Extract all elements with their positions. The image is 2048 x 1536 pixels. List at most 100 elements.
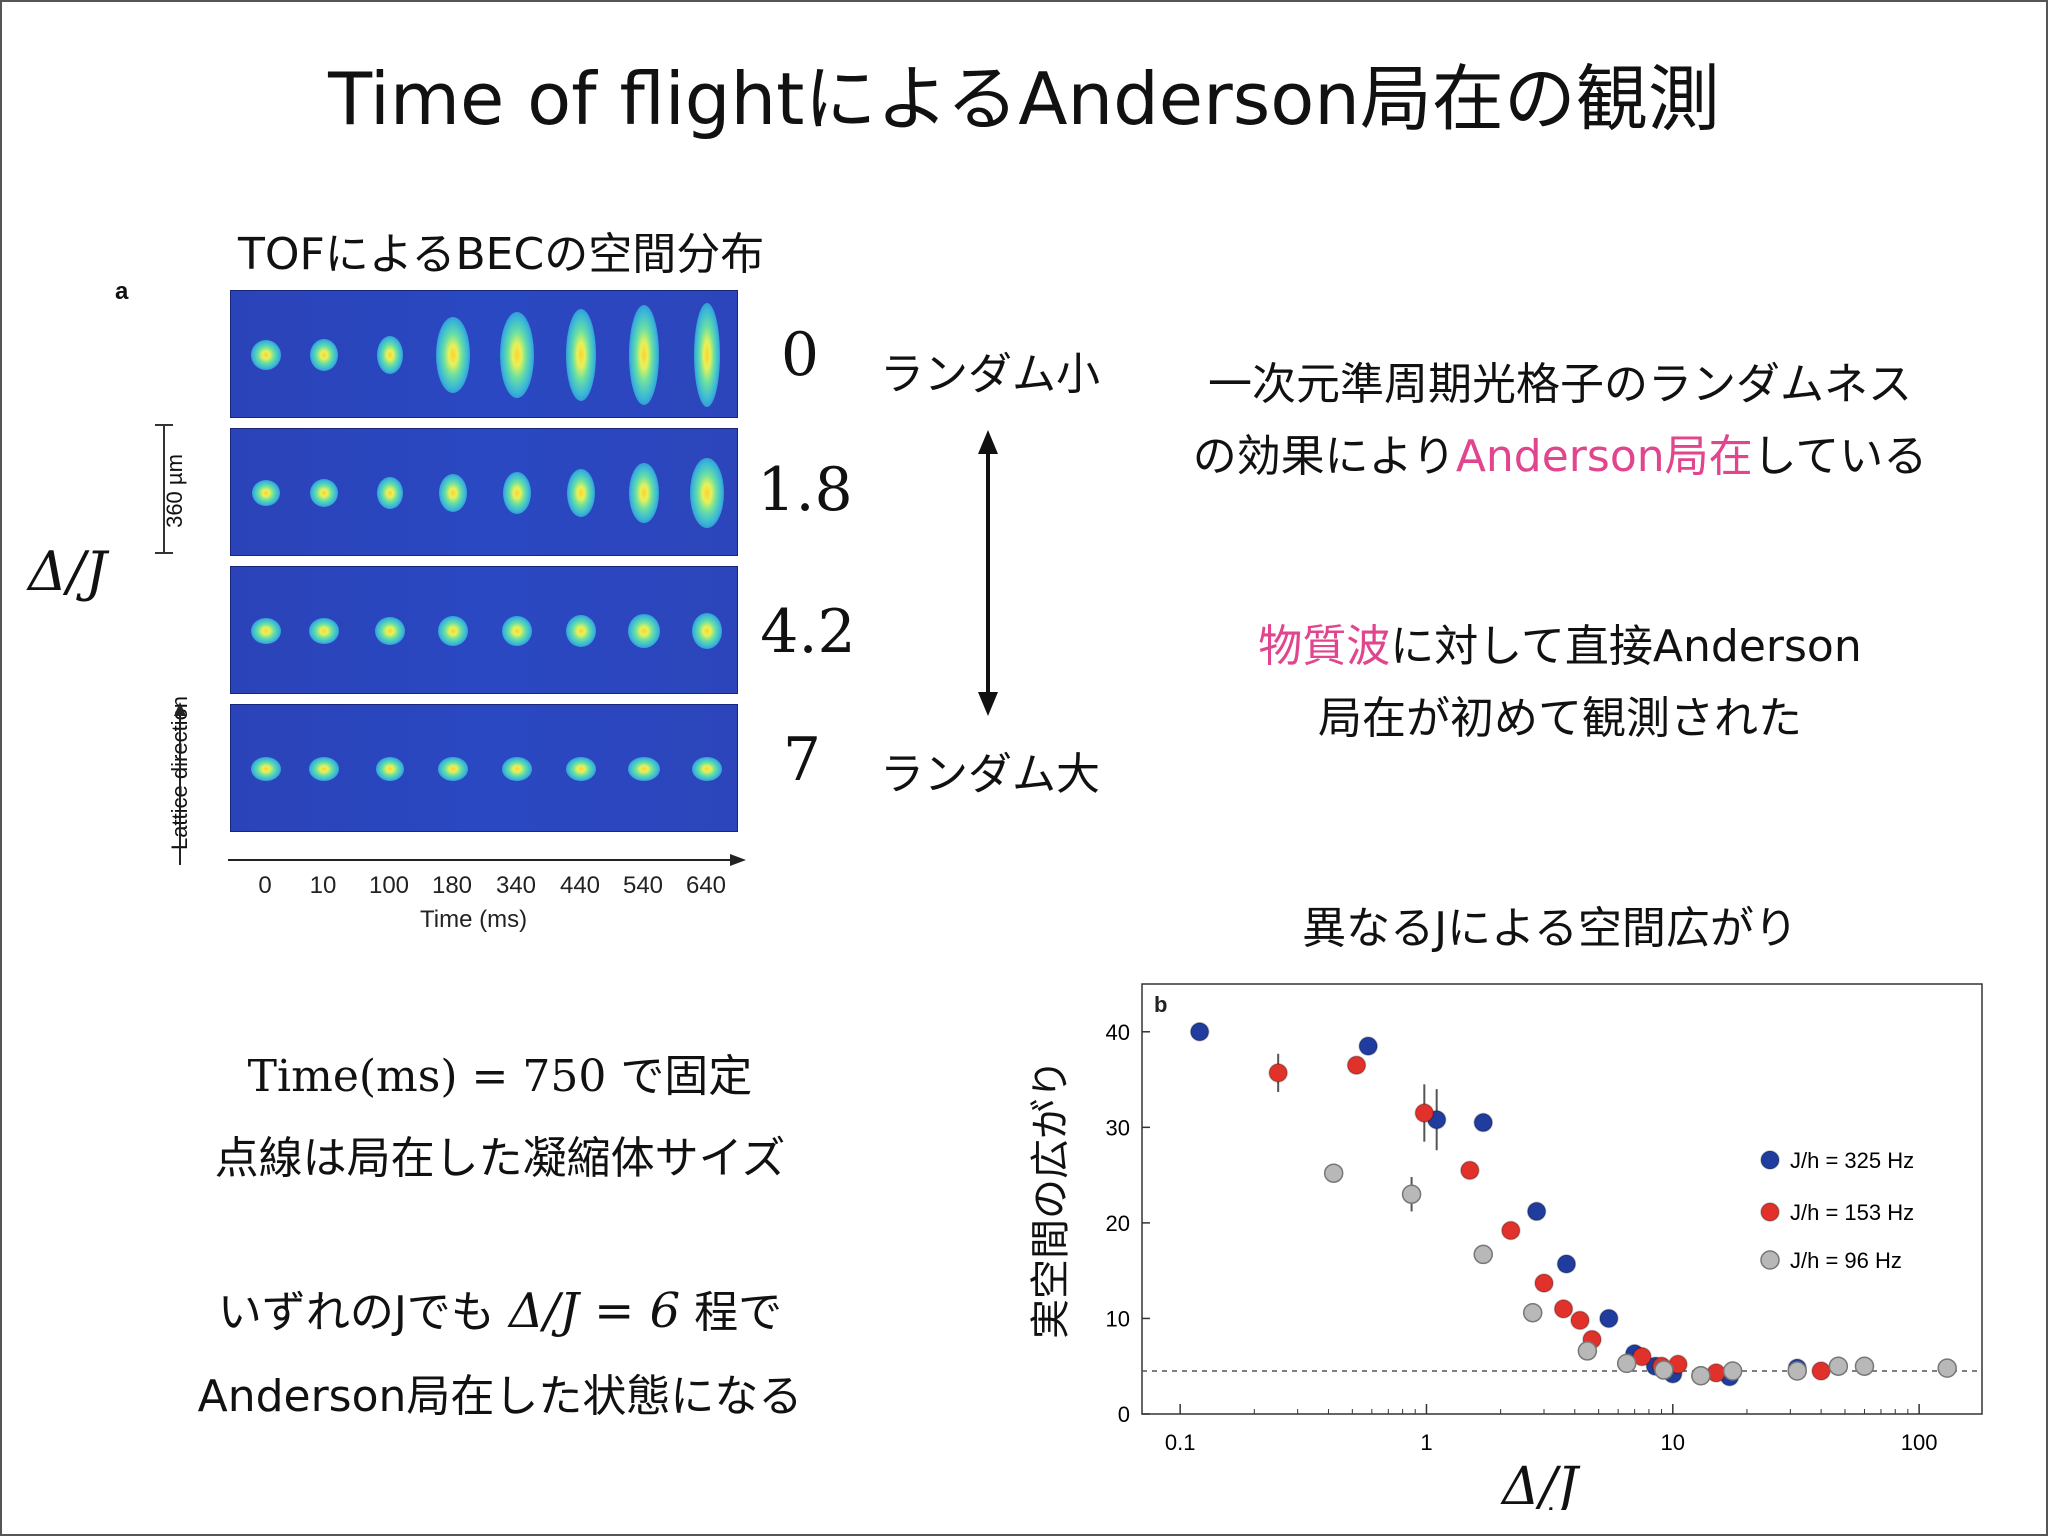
time-tick-label: 100 <box>368 872 410 899</box>
bec-cloud <box>629 463 659 523</box>
data-point <box>1401 1184 1422 1204</box>
lattice-arrow <box>174 702 186 865</box>
anderson-state-line: Anderson局在した状態になる <box>197 1371 803 1422</box>
x-tick-label: 100 <box>1901 1430 1938 1455</box>
x-axis-label: Δ/J <box>1500 1457 1581 1510</box>
delta-over-j-label: Δ/J <box>28 540 107 603</box>
data-point <box>1460 1160 1480 1181</box>
row-value-1: 1.8 <box>757 455 853 525</box>
matter-wave-highlight: 物質波 <box>1258 621 1391 672</box>
data-point <box>1570 1310 1590 1331</box>
panel-label-b: b <box>1154 992 1167 1017</box>
data-point <box>1811 1361 1831 1381</box>
data-point <box>1414 1103 1435 1123</box>
right-text-line4: 局在が初めて観測された <box>1318 693 1802 744</box>
time-tick-label: 640 <box>685 872 727 899</box>
data-point <box>1654 1360 1674 1380</box>
scale-label: 360 µm <box>162 454 187 528</box>
bec-cloud <box>694 303 720 407</box>
bec-cloud <box>503 472 531 514</box>
y-axis-label: 実空間の広がり <box>1028 1059 1074 1339</box>
y-tick-label: 30 <box>1106 1115 1130 1140</box>
time-tick-label: 10 <box>309 872 337 899</box>
data-point <box>1501 1220 1521 1241</box>
data-point <box>1522 1302 1543 1323</box>
bec-cloud <box>310 339 338 371</box>
data-point <box>1268 1063 1288 1083</box>
threshold-pre: いずれのJでも <box>217 1287 495 1338</box>
legend-marker <box>1760 1202 1780 1222</box>
random-large-label: ランダム大 <box>880 749 1100 800</box>
right-text-line2-post: している <box>1752 431 1928 482</box>
data-point <box>1346 1055 1367 1075</box>
bec-cloud <box>309 757 339 781</box>
bec-cloud <box>692 757 722 781</box>
bec-cloud <box>309 618 339 644</box>
right-text-line3-post: に対して直接Anderson <box>1390 621 1862 672</box>
bec-cloud <box>377 477 403 509</box>
row-value-3: 7 <box>782 725 822 795</box>
bec-cloud <box>251 340 281 370</box>
legend-entry: J/h = 153 Hz <box>1790 1200 1914 1225</box>
slide-title: Time of flightによるAnderson局在の観測 <box>328 57 1720 141</box>
time-tick-label: 540 <box>622 872 664 899</box>
legend-entry: J/h = 325 Hz <box>1790 1148 1914 1173</box>
data-point <box>1473 1112 1493 1133</box>
data-point <box>1556 1254 1577 1274</box>
data-point <box>1323 1163 1344 1183</box>
legend-marker <box>1760 1150 1780 1170</box>
data-point <box>1473 1244 1493 1265</box>
plot-heading: 異なるJによる空間広がり <box>1302 903 1798 954</box>
tof-panel-0 <box>230 290 738 418</box>
randomness-double-arrow <box>978 430 998 716</box>
bec-cloud <box>502 757 532 781</box>
time-tick-label: 0 <box>258 872 272 899</box>
scale-bar-cap-top <box>155 424 173 426</box>
scale-bar <box>163 424 165 554</box>
bec-cloud <box>377 336 403 374</box>
tof-panel-1 <box>230 428 738 556</box>
bec-cloud <box>438 757 468 781</box>
data-point <box>1616 1353 1637 1374</box>
bec-cloud <box>628 757 660 781</box>
data-point <box>1577 1341 1598 1361</box>
scale-bar-cap-bottom <box>155 552 173 554</box>
plot-frame <box>1141 983 1983 1415</box>
time-axis-arrow <box>228 854 746 866</box>
tof-panel-3 <box>230 704 738 832</box>
right-text-line3: 物質波に対して直接Anderson <box>1150 610 1970 674</box>
anderson-localization-highlight: Anderson局在 <box>1455 431 1753 482</box>
time-tick-label: 180 <box>431 872 473 899</box>
bec-cloud <box>310 479 338 507</box>
y-tick-label: 10 <box>1106 1306 1130 1331</box>
data-point <box>1553 1299 1574 1319</box>
data-point <box>1358 1036 1378 1056</box>
bec-cloud <box>375 617 405 645</box>
row-value-2: 4.2 <box>760 597 856 667</box>
data-point <box>1534 1273 1554 1293</box>
tof-panel-2 <box>230 566 738 694</box>
row-value-0: 0 <box>780 320 820 390</box>
panel-label-a: a <box>115 278 129 305</box>
right-text-line2-pre: の効果により <box>1192 431 1456 482</box>
data-point <box>1599 1308 1619 1329</box>
fixed-time-line: Time(ms) = 750 で固定 <box>150 1040 850 1104</box>
threshold-math: Δ/J = 6 <box>508 1283 681 1339</box>
right-text-line2: の効果によりAnderson局在している <box>1150 420 1970 484</box>
bec-cloud <box>376 757 404 781</box>
bec-cloud <box>567 469 595 517</box>
spread-scatter-plot: 0 10 20 30 40 0.1 1 10 100 b Δ/J 実空間の広がり J/h = 325 H… <box>1028 983 1983 1510</box>
legend-marker <box>1760 1250 1780 1270</box>
tof-heading: TOFによるBECの空間分布 <box>238 229 765 280</box>
bec-cloud <box>438 616 468 646</box>
data-point <box>1189 1022 1210 1042</box>
bec-cloud <box>566 757 596 781</box>
data-point <box>1722 1361 1743 1381</box>
y-tick-label: 0 <box>1118 1402 1130 1427</box>
bec-cloud <box>629 305 659 405</box>
bec-cloud <box>566 309 596 401</box>
dotted-line-note: 点線は局在した凝縮体サイズ <box>214 1133 786 1184</box>
bec-cloud <box>628 614 660 648</box>
bec-cloud <box>251 757 281 781</box>
